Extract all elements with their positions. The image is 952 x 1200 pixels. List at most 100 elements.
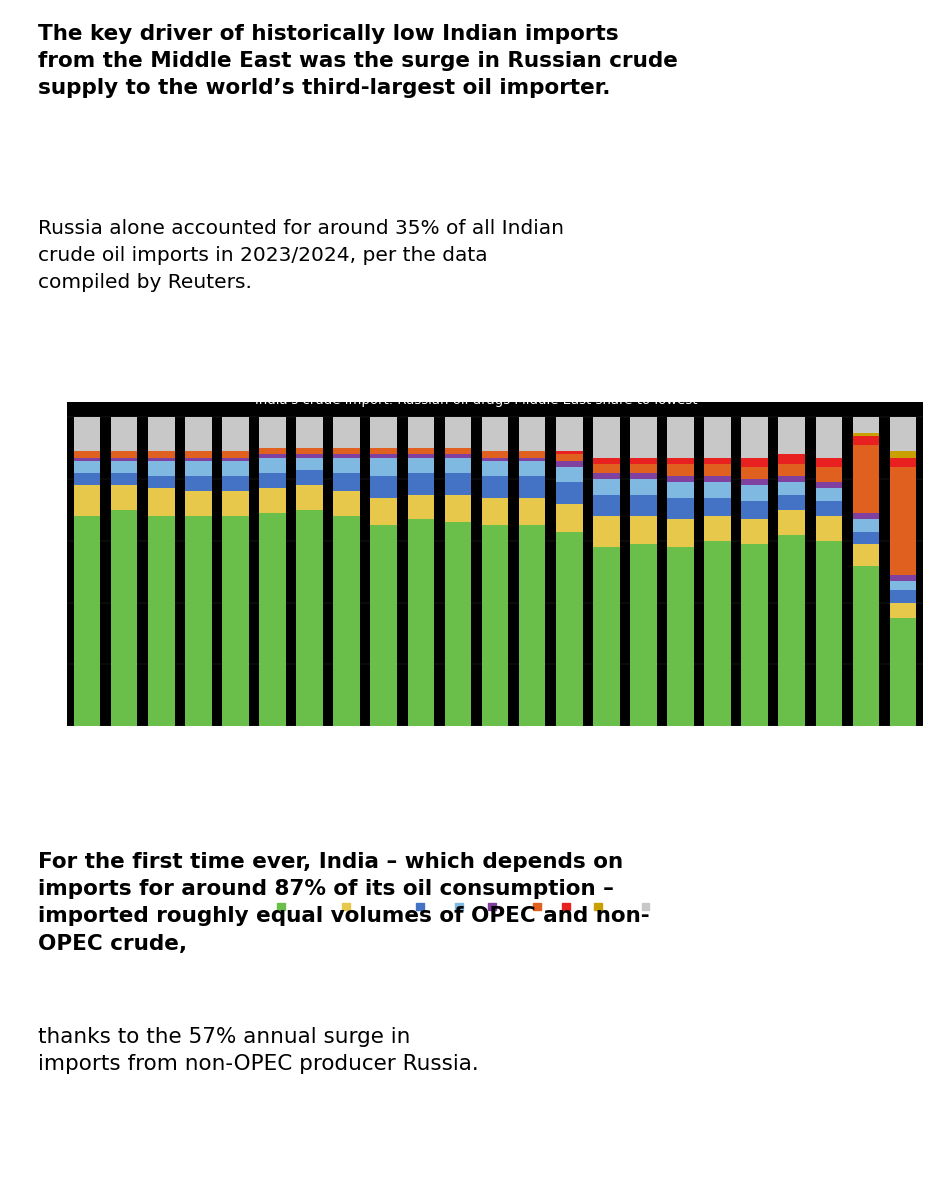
- Bar: [259, 457, 286, 473]
- Bar: [556, 418, 583, 451]
- Bar: [704, 418, 731, 457]
- Bar: [593, 473, 620, 479]
- Bar: [370, 418, 397, 449]
- Bar: [704, 476, 731, 482]
- Bar: [73, 473, 100, 485]
- Bar: [593, 494, 620, 516]
- Bar: [407, 520, 434, 726]
- Bar: [222, 451, 248, 457]
- Bar: [73, 457, 100, 461]
- Text: India's crude import: Russian oil drags Middle East share to lowest: India's crude import: Russian oil drags …: [255, 394, 697, 407]
- Bar: [593, 547, 620, 726]
- Bar: [519, 476, 545, 498]
- Bar: [333, 516, 360, 726]
- Bar: [296, 457, 323, 470]
- Bar: [370, 526, 397, 726]
- Bar: [742, 520, 768, 544]
- Bar: [445, 455, 471, 457]
- Bar: [407, 457, 434, 473]
- Bar: [222, 457, 248, 461]
- Bar: [890, 590, 917, 602]
- Bar: [110, 451, 137, 457]
- Bar: [704, 516, 731, 541]
- Bar: [445, 473, 471, 494]
- Bar: [667, 476, 694, 482]
- Bar: [482, 476, 508, 498]
- Bar: [704, 482, 731, 498]
- Bar: [333, 449, 360, 455]
- Bar: [222, 418, 248, 451]
- Bar: [259, 473, 286, 488]
- Bar: [890, 581, 917, 590]
- Bar: [110, 473, 137, 485]
- Bar: [185, 457, 211, 461]
- Bar: [667, 463, 694, 476]
- Bar: [667, 498, 694, 520]
- Bar: [779, 510, 805, 535]
- Bar: [816, 516, 843, 541]
- Bar: [519, 457, 545, 461]
- Bar: [445, 457, 471, 473]
- Bar: [222, 516, 248, 726]
- Bar: [816, 418, 843, 457]
- Bar: [853, 433, 880, 436]
- Bar: [742, 457, 768, 467]
- Bar: [742, 544, 768, 726]
- Bar: [704, 457, 731, 463]
- Bar: [704, 498, 731, 516]
- Bar: [73, 461, 100, 473]
- Bar: [482, 526, 508, 726]
- Bar: [742, 467, 768, 479]
- Bar: [519, 498, 545, 526]
- Bar: [630, 479, 657, 494]
- Bar: [593, 479, 620, 494]
- Bar: [890, 418, 917, 451]
- Bar: [259, 449, 286, 455]
- Bar: [148, 516, 174, 726]
- Bar: [110, 418, 137, 451]
- Bar: [853, 565, 880, 726]
- Bar: [742, 418, 768, 457]
- Bar: [630, 516, 657, 544]
- Bar: [890, 618, 917, 726]
- Bar: [779, 418, 805, 455]
- Bar: [407, 418, 434, 449]
- Bar: [333, 455, 360, 457]
- Bar: [73, 485, 100, 516]
- Bar: [110, 461, 137, 473]
- Bar: [779, 463, 805, 476]
- Bar: [222, 492, 248, 516]
- Bar: [667, 418, 694, 457]
- Bar: [593, 457, 620, 463]
- Bar: [296, 470, 323, 485]
- Bar: [779, 476, 805, 482]
- Bar: [333, 418, 360, 449]
- Bar: [667, 520, 694, 547]
- Bar: [890, 467, 917, 575]
- Bar: [333, 457, 360, 473]
- Bar: [482, 451, 508, 457]
- Bar: [259, 455, 286, 457]
- Bar: [185, 516, 211, 726]
- Bar: [296, 455, 323, 457]
- Bar: [556, 451, 583, 455]
- Bar: [185, 418, 211, 451]
- Bar: [148, 457, 174, 461]
- Legend: Middle East, Latin America, Africa, Asia, Europe, CIS, USA, Canada, Miscellaneou: Middle East, Latin America, Africa, Asia…: [274, 899, 716, 914]
- Bar: [222, 461, 248, 476]
- Bar: [445, 449, 471, 455]
- Text: The key driver of historically low Indian imports
from the Middle East was the s: The key driver of historically low India…: [38, 24, 678, 98]
- Bar: [556, 461, 583, 467]
- Bar: [407, 494, 434, 520]
- Bar: [630, 494, 657, 516]
- Bar: [259, 418, 286, 449]
- Bar: [519, 451, 545, 457]
- Bar: [630, 473, 657, 479]
- Bar: [630, 457, 657, 463]
- Bar: [185, 451, 211, 457]
- Text: For the first time ever, India – which depends on
imports for around 87% of its : For the first time ever, India – which d…: [38, 852, 649, 954]
- Bar: [73, 451, 100, 457]
- Bar: [853, 445, 880, 514]
- Bar: [779, 494, 805, 510]
- Bar: [110, 457, 137, 461]
